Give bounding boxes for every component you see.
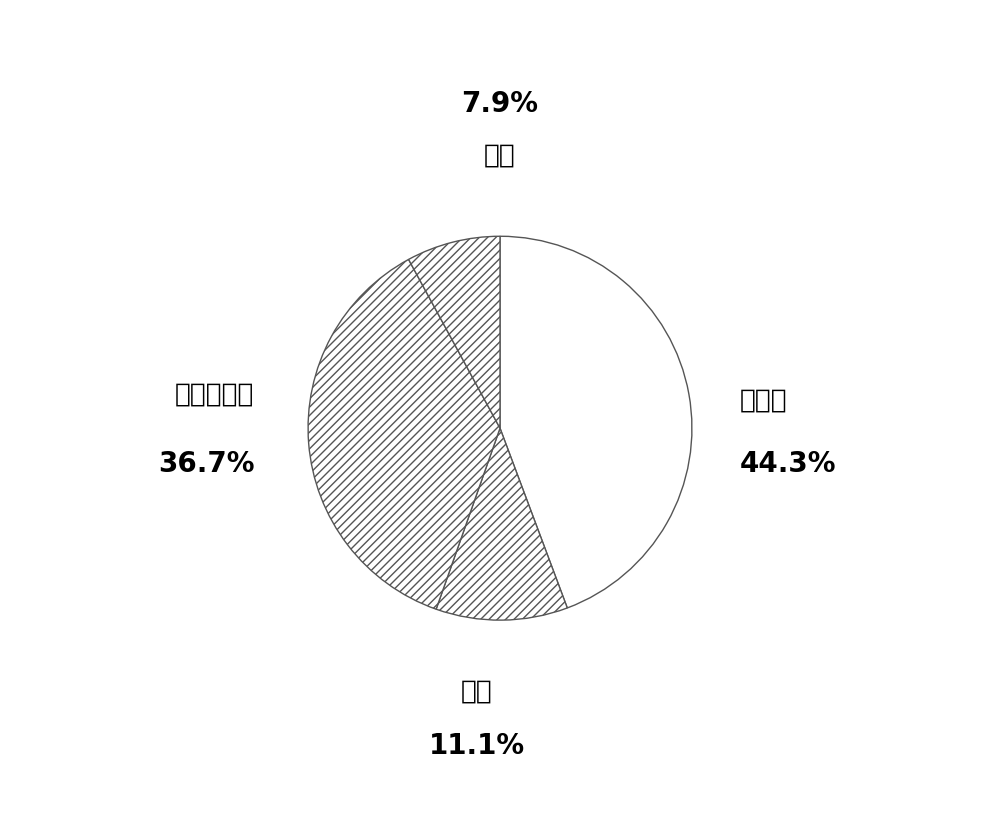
Text: 36.7%: 36.7% bbox=[158, 449, 254, 477]
Wedge shape bbox=[308, 260, 500, 609]
Text: 11.1%: 11.1% bbox=[429, 731, 525, 759]
Wedge shape bbox=[500, 237, 692, 609]
Text: 7.9%: 7.9% bbox=[462, 90, 538, 118]
Text: 44.3%: 44.3% bbox=[740, 449, 836, 477]
Text: 碳水化合物: 碳水化合物 bbox=[175, 381, 254, 407]
Text: 其他: 其他 bbox=[484, 142, 516, 168]
Text: 油脂: 油脂 bbox=[461, 678, 493, 704]
Wedge shape bbox=[436, 428, 567, 620]
Wedge shape bbox=[409, 237, 500, 428]
Text: 蛋白质: 蛋白质 bbox=[740, 387, 788, 413]
